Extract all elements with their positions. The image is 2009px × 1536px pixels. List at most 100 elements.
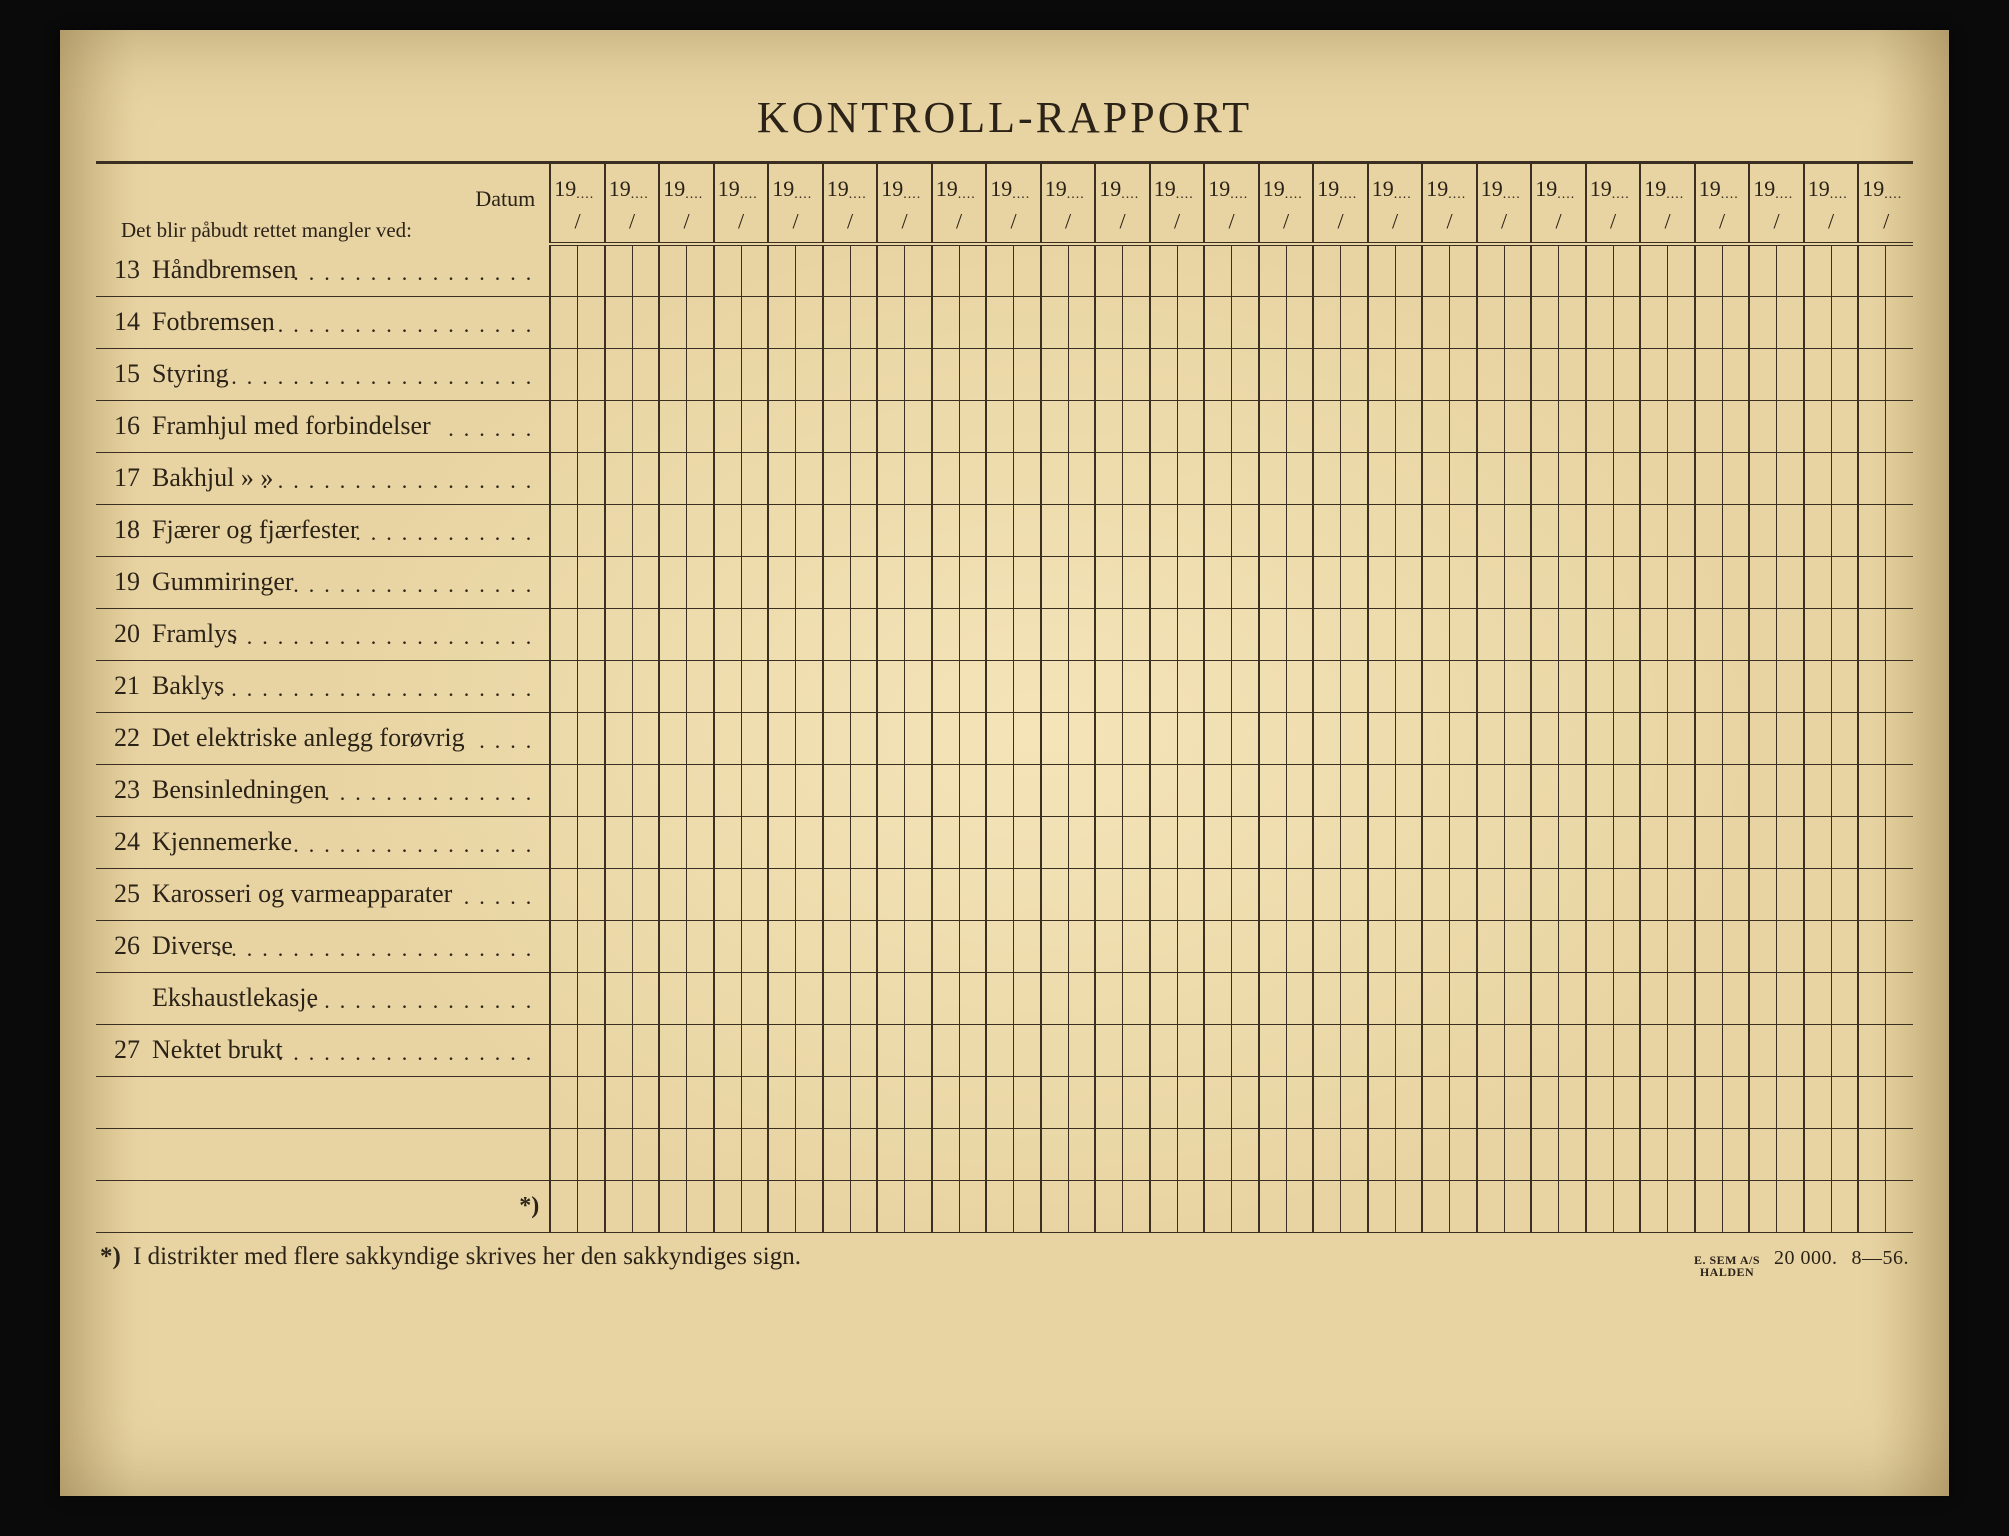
grid-cell xyxy=(796,608,823,660)
grid-cell xyxy=(1504,660,1531,712)
row-text: Ekshaustlekasje xyxy=(152,983,318,1012)
row-label: 19Gummiringer................ xyxy=(96,556,550,608)
grid-cell xyxy=(850,660,877,712)
grid-cell xyxy=(1586,556,1613,608)
grid-cell xyxy=(1368,244,1395,296)
grid-cell xyxy=(1695,972,1722,1024)
grid-cell xyxy=(1640,816,1667,868)
grid-cell xyxy=(1668,712,1695,764)
grid-cell xyxy=(1395,816,1422,868)
grid-cell xyxy=(1341,504,1368,556)
grid-cell xyxy=(1368,608,1395,660)
grid-cell xyxy=(1095,1024,1122,1076)
grid-cell xyxy=(1640,764,1667,816)
grid-cell xyxy=(1613,712,1640,764)
grid-cell xyxy=(1341,296,1368,348)
form-sheet: KONTROLL-RAPPORT DatumDet blir påbudt re… xyxy=(60,30,1949,1496)
grid-cell xyxy=(1531,712,1558,764)
grid-cell xyxy=(1341,244,1368,296)
grid-cell xyxy=(1886,452,1914,504)
grid-cell xyxy=(605,660,632,712)
grid-cell xyxy=(1395,972,1422,1024)
grid-cell xyxy=(1777,972,1804,1024)
grid-cell xyxy=(1041,244,1068,296)
grid-cell xyxy=(1777,556,1804,608)
grid-cell xyxy=(1150,1076,1177,1128)
grid-cell xyxy=(1586,348,1613,400)
grid-cell xyxy=(632,452,659,504)
grid-cell xyxy=(1586,764,1613,816)
grid-cell xyxy=(1749,452,1776,504)
grid-cell xyxy=(1831,452,1858,504)
grid-cell xyxy=(1613,1180,1640,1232)
grid-cell xyxy=(796,1180,823,1232)
grid-cell xyxy=(1014,452,1041,504)
grid-cell xyxy=(796,244,823,296)
grid-cell xyxy=(1450,1076,1477,1128)
grid-cell xyxy=(1341,1180,1368,1232)
grid-cell xyxy=(1777,1180,1804,1232)
grid-cell xyxy=(578,1180,605,1232)
datum-label: Datum xyxy=(97,186,541,212)
grid-cell xyxy=(1395,348,1422,400)
grid-cell xyxy=(1123,452,1150,504)
grid-cell xyxy=(632,764,659,816)
table-row: 26Diverse..................... xyxy=(96,920,1913,972)
grid-cell xyxy=(578,660,605,712)
grid-cell xyxy=(1313,244,1340,296)
row-number: 16 xyxy=(104,411,140,441)
grid-cell xyxy=(1368,868,1395,920)
grid-cell xyxy=(796,452,823,504)
grid-cell xyxy=(1722,920,1749,972)
grid-cell xyxy=(550,920,577,972)
table-row: 21Baklys..................... xyxy=(96,660,1913,712)
grid-cell xyxy=(1749,1128,1776,1180)
grid-cell xyxy=(932,868,959,920)
grid-cell xyxy=(877,868,904,920)
grid-cell xyxy=(1749,972,1776,1024)
year-header: 19.... xyxy=(1749,164,1804,204)
grid-cell xyxy=(687,348,714,400)
grid-cell xyxy=(1150,1180,1177,1232)
grid-cell xyxy=(741,712,768,764)
grid-cell xyxy=(632,504,659,556)
grid-cell xyxy=(959,764,986,816)
grid-cell xyxy=(1041,608,1068,660)
grid-cell xyxy=(1886,920,1914,972)
footnote-marker-cell: *) xyxy=(96,1180,550,1232)
grid-cell xyxy=(1804,816,1831,868)
grid-cell xyxy=(1804,1180,1831,1232)
grid-cell xyxy=(1831,920,1858,972)
grid-cell xyxy=(1068,608,1095,660)
grid-cell xyxy=(605,296,632,348)
grid-cell xyxy=(1204,972,1231,1024)
grid-cell xyxy=(877,556,904,608)
date-slash-cell: / xyxy=(605,204,660,244)
grid-cell xyxy=(1777,868,1804,920)
grid-cell xyxy=(1341,816,1368,868)
grid-cell xyxy=(1640,1180,1667,1232)
grid-cell xyxy=(1586,660,1613,712)
grid-cell xyxy=(1450,1024,1477,1076)
grid-cell xyxy=(1341,972,1368,1024)
grid-cell xyxy=(877,972,904,1024)
row-text: Karosseri og varmeapparater xyxy=(152,879,452,908)
grid-cell xyxy=(768,712,795,764)
grid-cell xyxy=(1232,556,1259,608)
grid-cell xyxy=(1804,1024,1831,1076)
grid-cell xyxy=(850,712,877,764)
footnote-content: I distrikter med flere sakkyndige skrive… xyxy=(133,1243,801,1270)
grid-cell xyxy=(1777,1024,1804,1076)
grid-cell xyxy=(714,244,741,296)
grid-cell xyxy=(1640,972,1667,1024)
grid-cell xyxy=(687,608,714,660)
footnote-marker-row: *) xyxy=(96,1180,1913,1232)
grid-cell xyxy=(1559,348,1586,400)
grid-cell xyxy=(1259,764,1286,816)
table-wrapper: DatumDet blir påbudt rettet mangler ved:… xyxy=(96,161,1913,1233)
grid-cell xyxy=(605,1180,632,1232)
grid-cell xyxy=(1531,1024,1558,1076)
grid-cell xyxy=(1504,296,1531,348)
grid-cell xyxy=(986,296,1013,348)
grid-cell xyxy=(796,660,823,712)
